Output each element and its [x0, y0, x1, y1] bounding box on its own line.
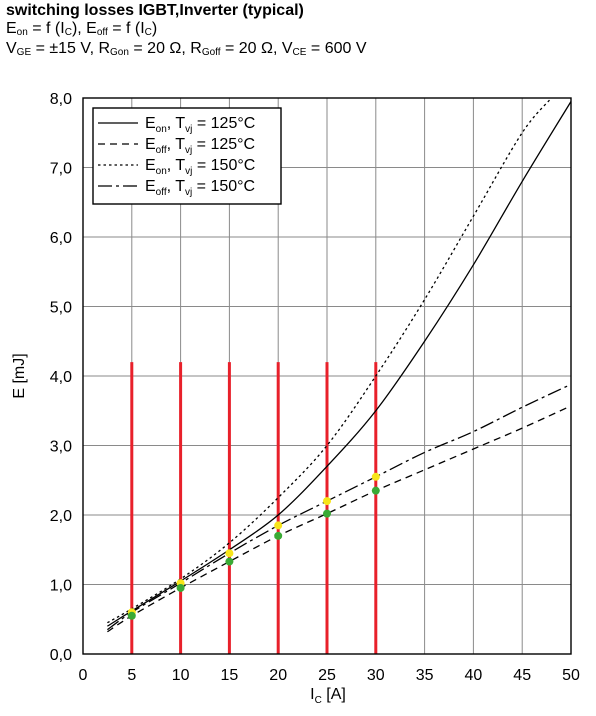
x-tick-label: 20: [269, 667, 287, 684]
x-tick-label: 0: [79, 667, 88, 684]
x-axis-label-unit: [A]: [322, 686, 346, 703]
y-tick-label: 0,0: [50, 647, 72, 664]
func-c-sub: C: [64, 27, 72, 38]
y-tick-labels: 0,0 1,0 2,0 3,0 4,0 5,0 6,0 7,0 8,0: [50, 91, 72, 664]
x-tick-label: 50: [562, 667, 580, 684]
x-tick-label: 10: [172, 667, 190, 684]
legend-label-part: = 150°C: [192, 157, 255, 174]
series-line-3: [107, 97, 552, 624]
legend-label-part: , T: [167, 178, 186, 195]
legend-label-part: , T: [167, 157, 186, 174]
legend-label-part: vj: [185, 187, 192, 198]
x-tick-label: 35: [416, 667, 434, 684]
legend-label-part: on: [156, 124, 167, 135]
legend-label-4: Eoff, Tvj = 150°C: [145, 178, 255, 198]
y-tick-label: 6,0: [50, 230, 72, 247]
series-line-2: [107, 405, 572, 633]
y-tick-label: 1,0: [50, 578, 72, 595]
yellow-marker: [323, 497, 331, 506]
legend-label-part: E: [145, 157, 156, 174]
x-axis-label: IC [A]: [310, 686, 346, 706]
green-marker: [274, 531, 283, 540]
legend-label-part: , T: [167, 115, 186, 132]
chart-title: switching losses IGBT,Inverter (typical): [6, 2, 304, 19]
x-tick-label: 5: [127, 667, 136, 684]
green-marker: [371, 486, 380, 495]
y-tick-label: 5,0: [50, 300, 72, 317]
green-marker: [127, 611, 136, 620]
yellow-marker: [274, 521, 283, 530]
markers: [127, 472, 380, 620]
plot-frame: [82, 97, 572, 655]
series-line-1: [107, 101, 572, 627]
yellow-marker: [371, 472, 380, 481]
legend-label-part: on: [156, 166, 167, 177]
green-marker: [176, 583, 185, 592]
chart-conditions-line: VGE = ±15 V, RGon = 20 Ω, RGoff = 20 Ω, …: [6, 40, 367, 62]
legend-label-part: E: [145, 115, 156, 132]
cond-gon-sub: Gon: [110, 47, 129, 58]
annotation-lines: [130, 362, 378, 654]
y-tick-label: 2,0: [50, 508, 72, 525]
cond-v: V: [6, 40, 17, 57]
x-axis-label-sub: C: [315, 695, 322, 706]
y-axis-label: E [mJ]: [11, 353, 28, 398]
green-marker: [323, 509, 331, 518]
legend-label-part: vj: [185, 145, 192, 156]
legend-label-3: Eon, Tvj = 150°C: [145, 157, 255, 177]
x-axis-label-main: I: [310, 686, 314, 703]
chart-function-line: Eon = f (IC), Eoff = f (IC): [6, 20, 157, 42]
cond-ge-sub: GE: [16, 47, 32, 58]
cond-goff-sub: Goff: [201, 47, 221, 58]
y-tick-label: 7,0: [50, 161, 72, 178]
func-on-sub: on: [16, 27, 28, 38]
legend-label-part: vj: [185, 166, 192, 177]
x-tick-label: 30: [367, 667, 385, 684]
legend-label-part: E: [145, 178, 156, 195]
func-mid3: = f (I: [107, 20, 145, 37]
x-tick-label: 15: [221, 667, 239, 684]
cond-ce-sub: CE: [292, 47, 307, 58]
legend-label-part: vj: [185, 124, 192, 135]
x-tick-label: 40: [465, 667, 483, 684]
legend-label-part: = 125°C: [192, 136, 255, 153]
y-tick-label: 8,0: [50, 91, 72, 108]
legend-label-2: Eoff, Tvj = 125°C: [145, 136, 255, 156]
legend-label-part: off: [156, 145, 167, 156]
cond-v-val: = ±15 V, R: [31, 40, 111, 57]
yellow-marker: [225, 549, 234, 558]
x-tick-label: 25: [318, 667, 336, 684]
cond-gon-val: = 20 Ω, R: [128, 40, 202, 57]
x-tick-label: 45: [513, 667, 531, 684]
cond-ce-val: = 600 V: [306, 40, 367, 57]
func-c-sub2: C: [144, 27, 152, 38]
func-mid: = f (I: [27, 20, 65, 37]
legend-label-part: off: [156, 187, 167, 198]
legend-box: [92, 107, 282, 205]
func-e: E: [6, 20, 17, 37]
legend-label-part: E: [145, 136, 156, 153]
green-marker: [225, 557, 234, 566]
func-off-sub: off: [96, 27, 108, 38]
func-end: ): [151, 20, 158, 37]
series-line-4: [107, 383, 572, 631]
x-tick-labels: 0 5 10 15 20 25 30 35 40 45 50: [79, 667, 580, 684]
y-tick-label: 4,0: [50, 369, 72, 386]
func-mid2: ), E: [71, 20, 97, 37]
legend-label-part: = 125°C: [192, 115, 255, 132]
legend-label-part: = 150°C: [192, 178, 255, 195]
y-tick-label: 3,0: [50, 439, 72, 456]
legend-label-part: , T: [167, 136, 186, 153]
cond-goff-val: = 20 Ω, V: [220, 40, 293, 57]
legend-label-1: Eon, Tvj = 125°C: [145, 115, 255, 135]
